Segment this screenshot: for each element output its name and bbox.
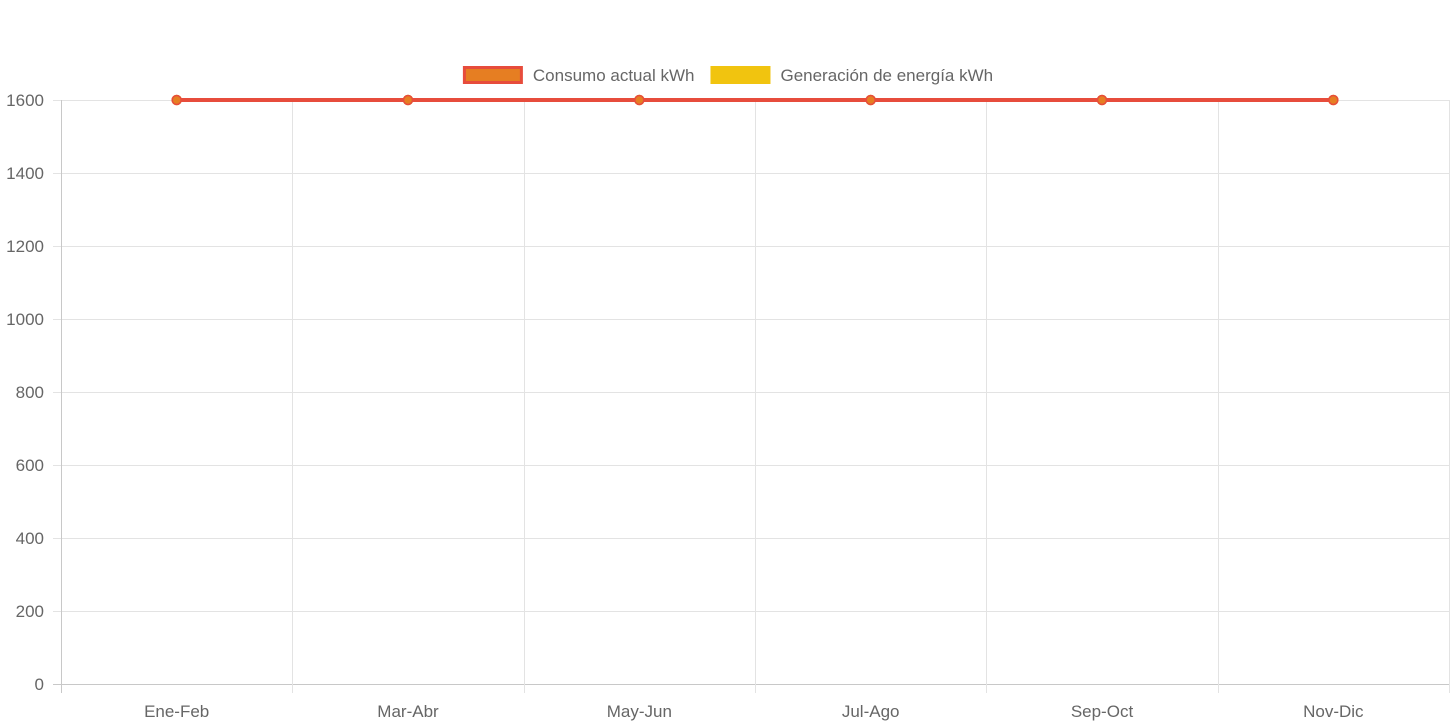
y-tick-label: 0 — [35, 675, 44, 694]
data-point[interactable] — [1328, 94, 1339, 106]
x-tick-label: Mar-Abr — [377, 702, 439, 721]
legend-item[interactable]: Consumo actual kWh — [462, 66, 695, 85]
y-tick-label: 1000 — [6, 310, 44, 329]
data-point[interactable] — [171, 94, 182, 106]
data-point[interactable] — [1096, 94, 1108, 106]
y-axis-ticks: 0 200 400 600 800 1000 1200 1400 1600 — [6, 91, 44, 694]
x-tick-label: May-Jun — [607, 702, 672, 721]
data-point[interactable] — [865, 94, 876, 106]
y-tick-label: 400 — [16, 529, 44, 548]
data-point[interactable] — [402, 94, 414, 106]
legend-item[interactable]: Generación de energía kWh — [710, 66, 993, 85]
x-tick-label: Jul-Ago — [842, 702, 900, 721]
legend-label: Consumo actual kWh — [533, 66, 695, 85]
y-tick-label: 200 — [16, 602, 44, 621]
y-tick-label: 1400 — [6, 164, 44, 183]
x-tick-label: Nov-Dic — [1303, 702, 1364, 721]
series-lines — [171, 94, 1339, 106]
y-tick-label: 800 — [16, 383, 44, 402]
x-axis-ticks: Ene-Feb Mar-Abr May-Jun Jul-Ago Sep-Oct Nov-D… — [144, 702, 1364, 721]
y-tick-label: 1200 — [6, 237, 44, 256]
y-tick-label: 1600 — [6, 91, 44, 110]
legend-swatch — [462, 66, 523, 84]
legend-label: Generación de energía kWh — [780, 66, 993, 85]
legend-swatch — [710, 66, 771, 84]
x-tick-label: Ene-Feb — [144, 702, 209, 721]
grid-lines — [53, 100, 1450, 693]
y-tick-label: 600 — [16, 456, 44, 475]
x-tick-label: Sep-Oct — [1071, 702, 1134, 721]
series-group — [171, 94, 1339, 106]
data-point[interactable] — [634, 94, 645, 106]
legend: Consumo actual kWh Generación de energía … — [462, 66, 993, 85]
